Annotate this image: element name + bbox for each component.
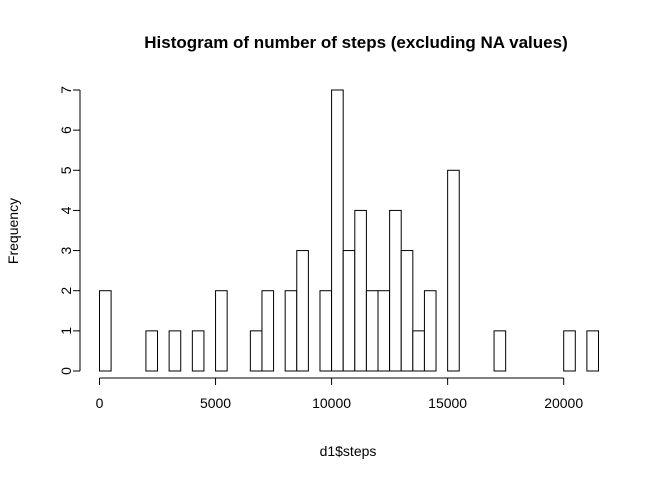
x-axis-label: d1$steps	[320, 443, 377, 459]
y-tick-label: 6	[58, 126, 74, 134]
histogram-bar	[377, 290, 391, 372]
histogram-bar	[493, 330, 507, 372]
histogram-bar	[563, 330, 576, 372]
histogram-bar	[284, 290, 298, 372]
histogram-bar	[331, 89, 344, 372]
histogram-bar	[191, 330, 205, 372]
x-axis: 0 5000 10000 15000 20000	[96, 377, 583, 411]
x-tick-label: 15000	[428, 395, 467, 411]
histogram-bar	[354, 209, 367, 372]
histogram-bar	[342, 250, 356, 372]
histogram-bar	[168, 330, 182, 372]
y-tick-label: 3	[58, 246, 74, 254]
y-axis-label: Frequency	[5, 198, 21, 264]
y-tick-label: 7	[58, 86, 74, 94]
chart-title: Histogram of number of steps (excluding …	[144, 33, 568, 52]
histogram-bar	[412, 330, 425, 372]
histogram-bar	[296, 250, 309, 372]
y-tick-label: 2	[58, 287, 74, 295]
histogram-bar	[99, 290, 112, 372]
histogram-bar	[145, 330, 159, 372]
histogram-bar	[215, 290, 228, 372]
y-tick-label: 1	[58, 327, 74, 335]
histogram-bars	[99, 89, 600, 372]
histogram-bar	[423, 290, 437, 372]
y-axis: 0 1 2 3 4 5 6 7	[58, 86, 81, 375]
x-tick-label: 0	[96, 395, 104, 411]
histogram-bar	[447, 169, 460, 372]
x-tick-label: 20000	[544, 395, 583, 411]
y-tick-label: 0	[58, 367, 74, 375]
histogram-bar	[400, 250, 414, 372]
histogram-bar	[586, 330, 600, 372]
y-tick-label: 4	[58, 206, 74, 214]
histogram-bar	[389, 209, 402, 372]
histogram-bar	[249, 330, 263, 372]
histogram-bar	[261, 290, 275, 372]
histogram-bar	[365, 290, 379, 372]
x-tick-label: 5000	[200, 395, 231, 411]
histogram-bar	[319, 290, 333, 372]
y-tick-label: 5	[58, 166, 74, 174]
x-tick-label: 10000	[312, 395, 351, 411]
